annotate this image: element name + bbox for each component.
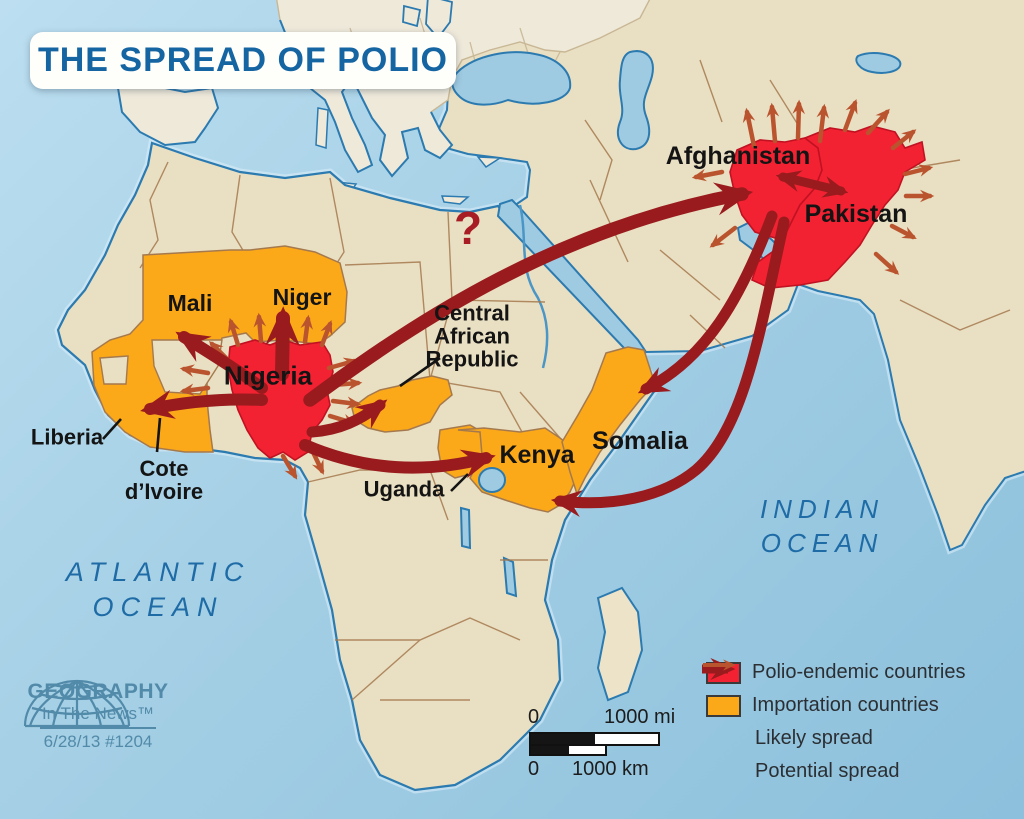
liberia-pointer [102, 418, 122, 440]
label-nigeria: Nigeria [223, 360, 313, 391]
arrow-nigeria-to-cote-divoire [140, 389, 268, 419]
label-niger: Niger [272, 283, 332, 310]
arrow-afghanistan-pakistan [775, 170, 849, 198]
legend-item-likely: Likely spread [700, 657, 1020, 755]
legend-label: Likely spread [755, 727, 873, 749]
arrow-nigeria-to-mali [175, 331, 268, 394]
lake-victoria [478, 467, 506, 493]
label-indian-ocean: INDIAN OCEAN [759, 494, 885, 558]
legend-item-endemic: Polio-endemic countries [700, 656, 1020, 689]
nile-river [518, 204, 549, 369]
publisher-logo: GEOGRAPHY In The News™ 6/28/13 #1204 [22, 678, 174, 752]
legend-label: Polio-endemic countries [752, 661, 966, 683]
scale-mi-start: 0 [528, 706, 540, 728]
legend-item-importation: Importation countries [700, 689, 1020, 722]
black-sea [451, 51, 572, 106]
label-liberia: Liberia [30, 424, 104, 450]
uganda-pointer [450, 473, 469, 492]
arrow-nigeria-to-car [306, 399, 388, 438]
globe-icon [23, 679, 131, 728]
legend-item-potential: Potential spread [700, 659, 1020, 788]
scale-km-end: 1000 km [572, 758, 649, 780]
arrow-nigeria-to-kenya [299, 439, 496, 479]
pakistan-red [751, 125, 926, 289]
logo-issue-number: 6/28/13 #1204 [43, 732, 153, 751]
label-atlantic-ocean: ATLANTIC OCEAN [65, 556, 251, 622]
legend-label: Potential spread [755, 760, 900, 782]
label-central-african-republic: Central African Republic [425, 300, 519, 372]
seas [451, 50, 902, 598]
somalia-orange [561, 346, 656, 496]
label-mali: Mali [167, 289, 213, 316]
lake-tanganyika [459, 506, 472, 550]
title-box: THE SPREAD OF POLIO [30, 32, 456, 89]
potential-spread-arrows [179, 98, 935, 480]
label-pakistan: Pakistan [804, 199, 908, 228]
lake-balkhash [855, 52, 902, 74]
legend: Polio-endemic countries Importation coun… [700, 656, 1020, 788]
arrow-pakistan-to-somalia [637, 210, 778, 395]
label-afghanistan: Afghanistan [665, 141, 811, 170]
label-somalia: Somalia [592, 426, 688, 455]
label-pointers [102, 356, 469, 492]
cote-divoire-pointer [155, 417, 162, 453]
importation-swatch-icon [706, 694, 741, 717]
legend-label: Importation countries [752, 694, 939, 716]
label-cote-divoire: Cote d’Ivoire [124, 455, 204, 504]
logo-rule [40, 727, 156, 729]
car-pointer [399, 356, 441, 388]
page-title: THE SPREAD OF POLIO [37, 41, 449, 79]
arrow-nigeria-to-afghanistan [303, 182, 754, 407]
likely-spread-arrows [140, 170, 849, 518]
scale-bar-miles [529, 732, 660, 746]
madagascar [596, 586, 644, 702]
caspian-sea [617, 50, 654, 151]
scale-km-start: 0 [528, 758, 540, 780]
label-uganda: Uganda [363, 476, 445, 502]
label-kenya: Kenya [499, 440, 575, 469]
uncertain-spread-question-mark: ? [453, 202, 483, 254]
arrow-pakistan-to-kenya [550, 216, 790, 518]
scale-bar-kilometers [529, 744, 607, 756]
scale-mi-end: 1000 mi [604, 706, 676, 728]
scale-bar: 0 1000 mi 0 1000 km [524, 706, 694, 786]
arrow-nigeria-to-niger [265, 306, 300, 381]
